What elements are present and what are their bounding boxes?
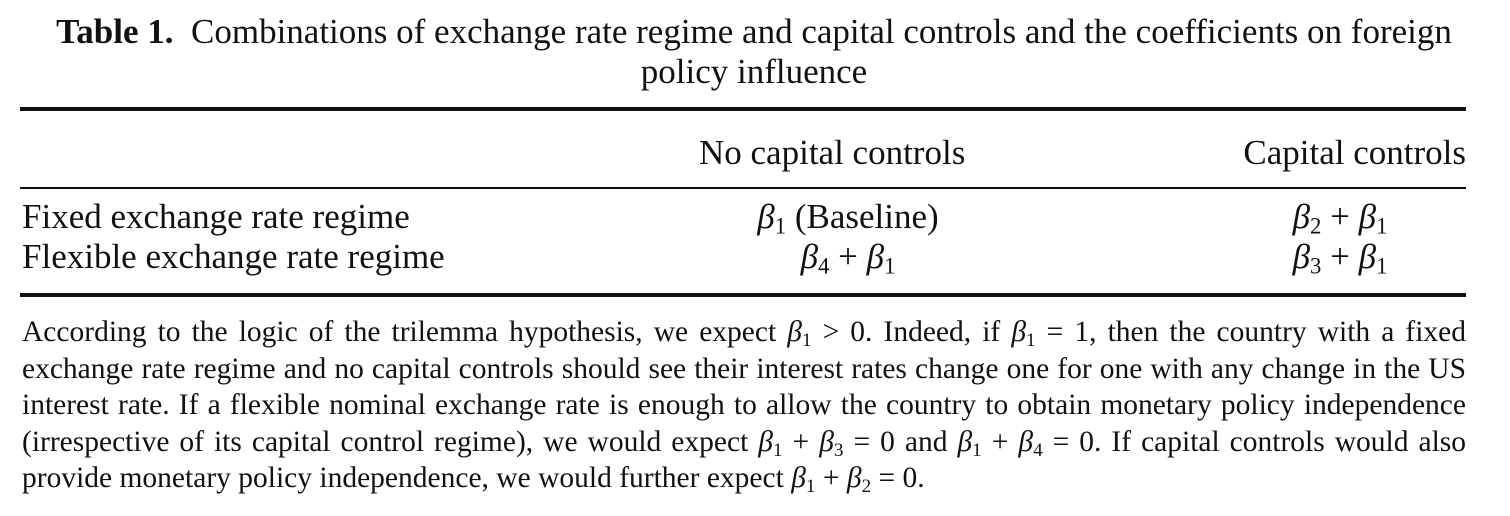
table-caption-label: Table 1. [56, 12, 174, 51]
table-header-rule [20, 187, 1466, 189]
table-note: According to the logic of the trilemma h… [22, 314, 1466, 497]
column-header-no-capital-controls: No capital controls [699, 133, 966, 172]
row-label-flexible-regime: Flexible exchange rate regime [22, 237, 445, 276]
column-header-capital-controls: Capital controls [1243, 133, 1466, 172]
table-caption-text: Combinations of exchange rate regime and… [191, 12, 1452, 91]
table-top-rule [20, 107, 1466, 111]
row-label-fixed-regime: Fixed exchange rate regime [22, 197, 410, 236]
table-note-text: According to the logic of the trilemma h… [22, 316, 1467, 497]
cell-flexible-no-controls: β4 + β1 [800, 237, 896, 279]
cell-fixed-no-controls: β1 (Baseline) [757, 197, 939, 239]
cell-fixed-controls: β2 + β1 [1292, 197, 1388, 239]
table-bottom-rule [20, 293, 1466, 297]
table-caption: Table 1. Combinations of exchange rate r… [20, 12, 1488, 92]
cell-flexible-controls: β3 + β1 [1292, 237, 1388, 279]
